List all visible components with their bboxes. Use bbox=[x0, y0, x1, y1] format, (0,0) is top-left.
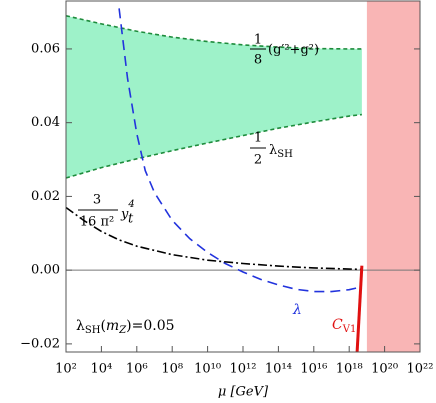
y-tick-label: 0.00 bbox=[31, 263, 60, 278]
annotation-lambda: λ bbox=[292, 302, 302, 318]
fraction-num: 3 bbox=[93, 193, 101, 208]
series-line bbox=[118, 8, 363, 293]
expression: λSH bbox=[269, 143, 293, 160]
x-tick-label: 10⁴ bbox=[91, 362, 113, 377]
symbol: λ bbox=[269, 143, 277, 158]
y-tick-label: 0.06 bbox=[31, 41, 60, 56]
series-line bbox=[66, 14, 362, 50]
symbol: C bbox=[332, 317, 343, 333]
annotation-top-yukawa: 3 16 π² y4 t bbox=[78, 193, 135, 230]
subscript: V1 bbox=[342, 324, 357, 335]
expression: (g′²+g²) bbox=[268, 43, 319, 58]
x-tick-label: 10²⁰ bbox=[371, 362, 398, 377]
symbol: y bbox=[120, 207, 129, 222]
fraction-num: 1 bbox=[254, 131, 262, 146]
text: )=0.05 bbox=[126, 318, 174, 334]
fraction-den: 2 bbox=[254, 153, 262, 168]
x-tick-label: 10¹² bbox=[230, 362, 257, 377]
shaded-region bbox=[366, 1, 420, 352]
axes: −0.02 0.00 0.02 0.04 0.06 10² 10⁴ 10⁶ 10⁸ 10¹⁰ 10¹… bbox=[20, 41, 433, 376]
x-tick-label: 10²² bbox=[407, 362, 434, 377]
symbol: m bbox=[106, 318, 119, 334]
x-tick-label: 10⁶ bbox=[126, 362, 148, 377]
annotation-cv1: CV1 bbox=[332, 317, 356, 335]
text: ( bbox=[100, 318, 105, 334]
x-tick-label: 10¹⁴ bbox=[265, 362, 292, 377]
y-tick-label: 0.04 bbox=[31, 115, 60, 130]
x-axis-label: μ [GeV] bbox=[218, 385, 269, 400]
superscript: 4 bbox=[127, 199, 134, 210]
annotation-lower: 1 2 λSH bbox=[250, 131, 293, 168]
series-line bbox=[66, 113, 362, 179]
x-tick-label: 10¹⁰ bbox=[194, 362, 221, 377]
subscript: Z bbox=[118, 325, 127, 336]
expression: y4 bbox=[120, 199, 135, 222]
annotation-initial: λSH(mZ)=0.05 bbox=[76, 318, 175, 336]
y-tick-label: −0.02 bbox=[20, 336, 60, 351]
fraction-den: 16 π² bbox=[80, 215, 114, 230]
fraction-num: 1 bbox=[254, 33, 262, 48]
band bbox=[66, 15, 362, 178]
x-tick-label: 10² bbox=[55, 362, 77, 377]
annotation-upper: 1 8 (g′²+g²) bbox=[250, 33, 319, 68]
y-tick-label: 0.02 bbox=[31, 189, 60, 204]
x-tick-label: 10¹⁸ bbox=[336, 362, 363, 377]
subscript: t bbox=[128, 212, 134, 227]
series-line bbox=[355, 265, 364, 352]
series-line bbox=[66, 206, 362, 271]
fraction-den: 8 bbox=[254, 53, 262, 68]
symbol: λ bbox=[76, 318, 85, 334]
plot-area bbox=[66, 1, 420, 352]
subscript: SH bbox=[85, 325, 101, 336]
subscript: SH bbox=[277, 149, 293, 160]
x-tick-label: 10⁸ bbox=[161, 362, 183, 377]
x-tick-label: 10¹⁶ bbox=[300, 362, 327, 377]
